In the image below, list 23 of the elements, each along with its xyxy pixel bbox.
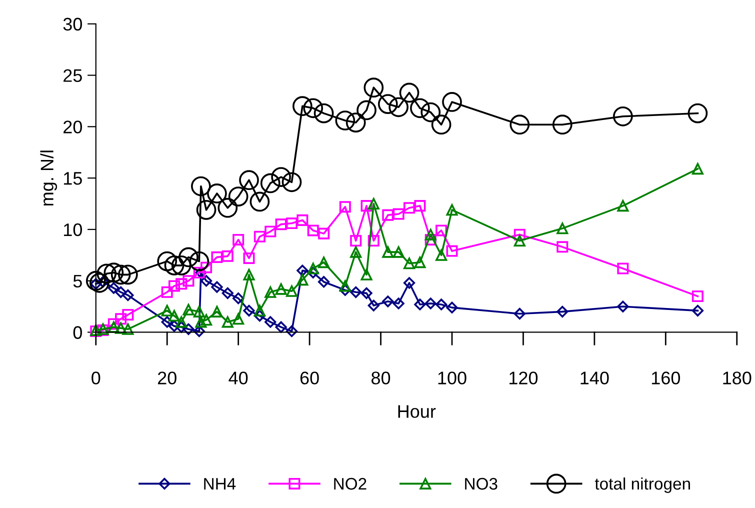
legend-label: NH4: [204, 478, 236, 490]
y-tick-label: 10: [64, 223, 82, 236]
y-tick-label: 20: [64, 120, 82, 134]
x-tick-label: 20: [158, 372, 176, 384]
y-tick-label: 25: [64, 69, 82, 82]
x-axis-title: Hour: [398, 405, 436, 418]
x-tick-label: 140: [580, 372, 609, 384]
x-tick-label: 0: [92, 372, 100, 384]
y-tick-label: 15: [64, 172, 82, 185]
legend-label: NO2: [334, 478, 366, 490]
y-axis-title: mg. N/l: [40, 150, 58, 206]
y-tick-label: 0: [73, 326, 82, 339]
x-tick-label: 120: [510, 372, 538, 384]
legend-label: NO3: [465, 478, 498, 490]
y-tick-label: 5: [73, 274, 82, 288]
legend-label: total nitrogen: [594, 477, 690, 493]
x-tick-label: 160: [652, 372, 680, 384]
x-tick-label: 60: [300, 372, 319, 384]
x-tick-label: 100: [438, 372, 466, 384]
x-tick-label: 80: [372, 372, 390, 384]
y-tick-label: 30: [63, 18, 82, 31]
x-tick-label: 180: [723, 372, 752, 384]
x-tick-label: 40: [228, 372, 248, 384]
